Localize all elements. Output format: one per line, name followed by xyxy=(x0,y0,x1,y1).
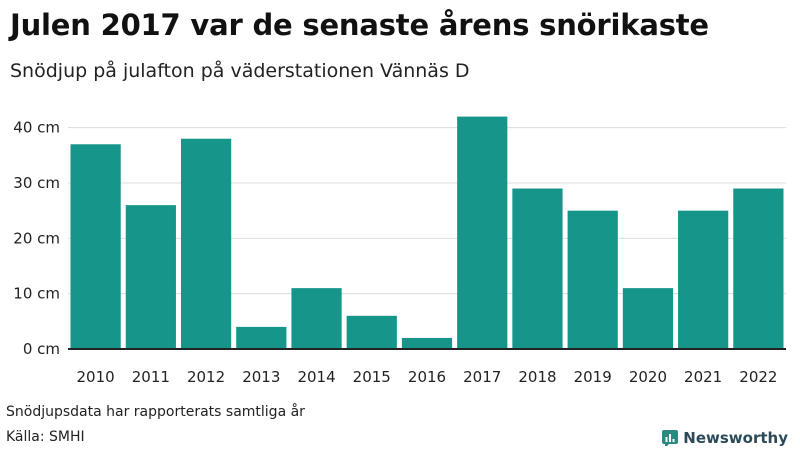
y-tick-label: 0 cm xyxy=(23,340,60,358)
y-tick-label: 30 cm xyxy=(13,174,60,192)
brand-logo-group[interactable]: Newsworthy xyxy=(662,429,788,447)
bar-2013 xyxy=(236,326,287,349)
x-tick-label: 2010 xyxy=(77,368,115,386)
x-tick-label: 2015 xyxy=(353,368,391,386)
y-tick-label: 40 cm xyxy=(13,119,60,137)
y-tick-label: 20 cm xyxy=(13,229,60,247)
bar-2020 xyxy=(622,288,674,349)
x-tick-label: 2019 xyxy=(574,368,612,386)
chart-title: Julen 2017 var de senaste årens snörikas… xyxy=(10,8,709,42)
newsworthy-logo-icon xyxy=(662,430,679,446)
x-tick-label: 2021 xyxy=(684,368,722,386)
bar-2011 xyxy=(125,205,176,349)
x-tick-label: 2022 xyxy=(739,368,777,386)
bar-2022 xyxy=(733,188,784,349)
x-tick-label: 2014 xyxy=(297,368,335,386)
bar-2018 xyxy=(512,188,563,349)
y-tick-label: 10 cm xyxy=(13,285,60,303)
source-credit: Källa: SMHI xyxy=(6,429,85,445)
bar-2017 xyxy=(457,116,508,349)
brand-name: Newsworthy xyxy=(683,429,788,447)
x-tick-label: 2012 xyxy=(187,368,225,386)
x-tick-label: 2016 xyxy=(408,368,446,386)
bar-2016 xyxy=(401,337,453,349)
bar-2012 xyxy=(180,138,232,349)
x-tick-label: 2011 xyxy=(132,368,170,386)
footer-note: Snödjupsdata har rapporterats samtliga å… xyxy=(6,404,305,420)
bar-2021 xyxy=(678,210,729,349)
bar-2010 xyxy=(70,144,121,349)
x-tick-label: 2020 xyxy=(629,368,667,386)
y-tick-labels: 0 cm 10 cm 20 cm 30 cm 40 cm xyxy=(13,119,60,358)
chart-subtitle: Snödjup på julafton på väderstationen Vä… xyxy=(10,60,470,82)
bar-2015 xyxy=(346,315,397,349)
bar-2014 xyxy=(291,288,342,349)
x-tick-label: 2017 xyxy=(463,368,501,386)
x-tick-labels: 2010 2011 2012 2013 2014 2015 2016 2017 2018 2019… xyxy=(77,368,778,386)
x-tick-label: 2018 xyxy=(518,368,556,386)
x-tick-label: 2013 xyxy=(242,368,280,386)
bars xyxy=(70,116,784,349)
bar-2019 xyxy=(567,210,618,349)
